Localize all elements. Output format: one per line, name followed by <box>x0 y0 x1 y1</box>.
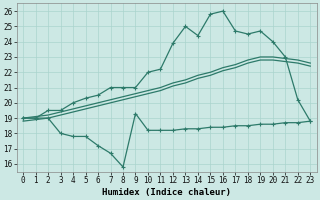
X-axis label: Humidex (Indice chaleur): Humidex (Indice chaleur) <box>102 188 231 197</box>
